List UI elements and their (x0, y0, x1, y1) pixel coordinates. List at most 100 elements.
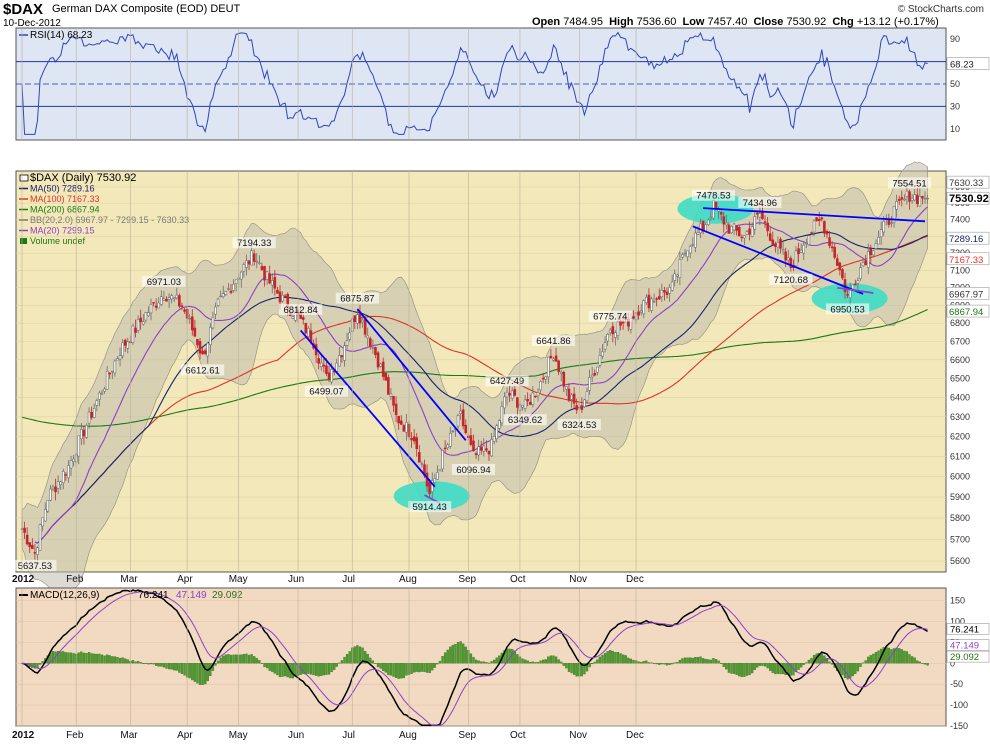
price-candle (170, 293, 173, 304)
month-label: Mar (120, 730, 138, 741)
candle-body (54, 486, 57, 493)
price-tick-label: 6400 (950, 392, 970, 402)
price-candle (77, 435, 81, 465)
price-candle (830, 241, 834, 252)
macd-histogram-bar (923, 663, 927, 665)
candle-body (642, 300, 646, 315)
price-candle (211, 311, 215, 330)
candle-body (87, 411, 91, 424)
macd-histogram-bar (340, 660, 344, 664)
candle-body (516, 397, 519, 408)
price-candle (593, 369, 597, 377)
macd-histogram-bar (134, 661, 137, 664)
macd-histogram-bar (859, 663, 862, 667)
macd-histogram-bar (624, 655, 627, 664)
candle-body (866, 251, 870, 268)
candle-body (497, 420, 501, 429)
price-candle (258, 255, 261, 265)
macd-histogram-bar (51, 651, 55, 664)
price-annotation: 5914.43 (412, 502, 446, 513)
chart-name: German DAX Composite (EOD) DEUT (52, 3, 240, 15)
price-candle (100, 389, 104, 396)
macd-histogram-bar (681, 658, 684, 664)
candle-body (895, 201, 898, 210)
price-candle (673, 269, 677, 287)
right-value-label: 7530.92 (949, 193, 989, 205)
right-value-label: 7630.33 (949, 178, 983, 189)
candle-body (616, 321, 620, 336)
macd-histogram-bar (825, 657, 829, 664)
price-tick-label: 6800 (950, 318, 970, 328)
candle-body (846, 294, 849, 296)
macd-histogram-bar (69, 652, 73, 664)
candle-body (456, 415, 460, 427)
macd-histogram-bar (753, 663, 756, 671)
candle-body (915, 194, 919, 204)
price-candle (281, 291, 284, 303)
trendline (356, 308, 467, 441)
price-candle (389, 387, 393, 401)
ma200-line (21, 309, 928, 427)
price-candle (33, 544, 37, 560)
candle-body (214, 306, 217, 315)
candle-body (547, 356, 550, 378)
price-candle (915, 188, 919, 208)
price-candle (121, 339, 124, 359)
candle-body (361, 319, 364, 323)
candle-body (559, 371, 563, 374)
macd-histogram-bar (126, 659, 129, 664)
price-candle (353, 315, 357, 329)
price-candle (694, 227, 697, 253)
macd-histogram-bar (699, 656, 702, 664)
macd-histogram-bar (714, 659, 718, 664)
macd-histogram-bar (642, 661, 645, 664)
candle-body (681, 254, 684, 258)
price-candle (614, 330, 617, 346)
candle-body (340, 355, 344, 358)
price-candle (802, 241, 806, 261)
macd-histogram-bar (521, 658, 524, 664)
candle-body (565, 385, 568, 390)
close-value: 7530.92 (786, 16, 827, 28)
candle-body (887, 219, 891, 225)
candle-body (307, 328, 310, 337)
macd-histogram-bar (191, 663, 194, 681)
candle-body (776, 241, 780, 248)
price-candle (908, 189, 911, 210)
macd-histogram-bar (640, 661, 643, 664)
macd-histogram-bar (830, 663, 834, 665)
price-tick-label: 5600 (950, 556, 970, 566)
price-candle (105, 366, 109, 390)
macd-histogram-bar (253, 656, 256, 664)
price-candle (149, 298, 153, 321)
candle-body (694, 232, 697, 248)
candle-body (722, 216, 726, 225)
candle-body (495, 425, 499, 440)
candle-body (923, 197, 927, 200)
annotation-bg (181, 364, 225, 376)
candle-body (714, 201, 718, 209)
macd-histogram-bar (921, 663, 924, 664)
price-candle (183, 308, 186, 314)
candle-body (588, 377, 591, 391)
candle-body (657, 296, 661, 300)
candle-body (67, 465, 70, 479)
price-candle (356, 309, 359, 330)
macd-histogram-bar (805, 662, 808, 664)
month-label: 2012 (12, 730, 35, 741)
macd-histogram-bar (616, 652, 620, 664)
macd-histogram-bar (449, 646, 452, 664)
price-annotation: 6641.86 (536, 336, 570, 347)
price-candle (118, 347, 122, 367)
candle-body (854, 283, 857, 286)
price-candle (820, 216, 824, 222)
macd-histogram-bar (224, 654, 227, 664)
candle-body (583, 399, 586, 408)
candle-body (356, 314, 359, 324)
candle-body (322, 364, 326, 367)
candle-body (528, 401, 532, 405)
price-candle (98, 390, 101, 407)
candle-body (98, 392, 101, 400)
candle-body (82, 429, 86, 437)
month-label: May (229, 730, 248, 741)
